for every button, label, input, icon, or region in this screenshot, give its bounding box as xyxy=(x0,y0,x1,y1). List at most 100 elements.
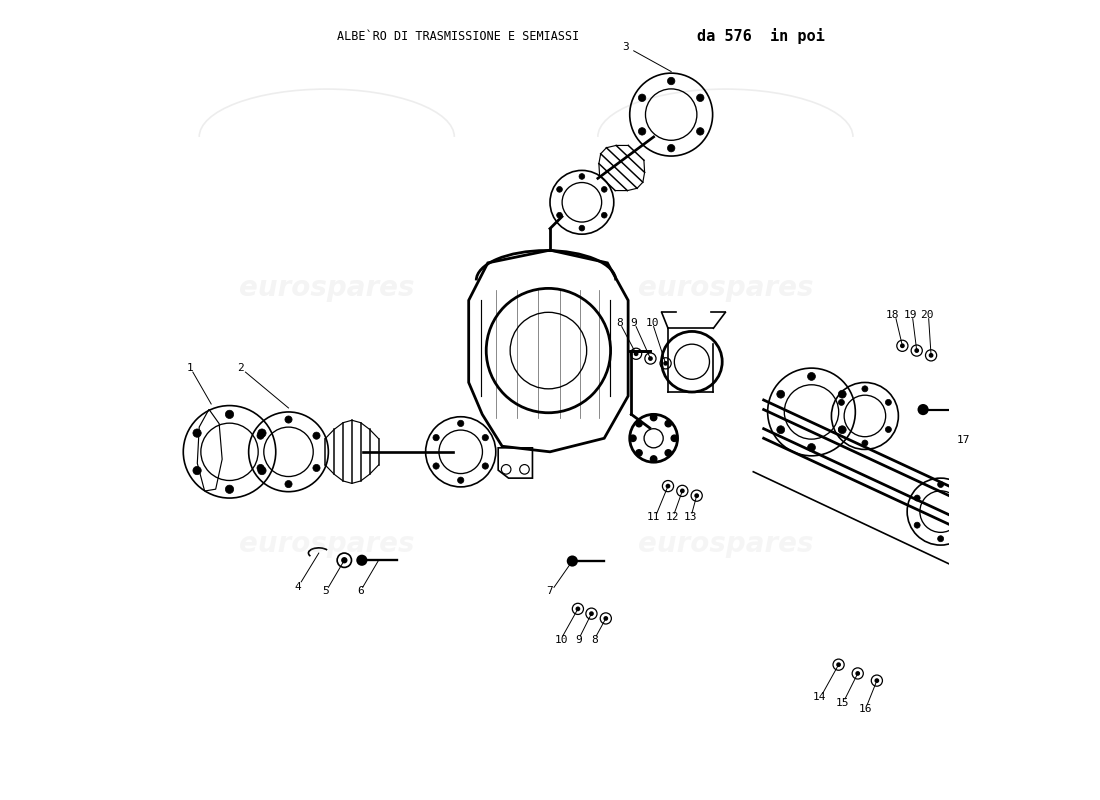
Circle shape xyxy=(914,495,921,501)
Text: 3: 3 xyxy=(623,42,629,52)
Circle shape xyxy=(312,464,320,471)
Circle shape xyxy=(668,145,675,152)
Circle shape xyxy=(696,94,704,102)
Circle shape xyxy=(257,432,264,439)
Circle shape xyxy=(257,464,264,471)
Circle shape xyxy=(192,466,201,474)
Circle shape xyxy=(666,450,671,456)
Circle shape xyxy=(807,373,815,380)
Circle shape xyxy=(937,536,944,542)
Text: 14: 14 xyxy=(813,692,826,702)
Circle shape xyxy=(636,421,642,426)
Circle shape xyxy=(961,495,967,501)
Circle shape xyxy=(257,466,266,474)
Circle shape xyxy=(590,611,594,616)
Circle shape xyxy=(856,671,860,676)
Circle shape xyxy=(680,489,684,494)
Circle shape xyxy=(874,678,879,683)
Circle shape xyxy=(226,485,233,494)
Circle shape xyxy=(433,463,439,469)
Circle shape xyxy=(341,557,348,563)
Circle shape xyxy=(482,463,488,469)
Circle shape xyxy=(312,432,320,439)
Circle shape xyxy=(838,426,846,434)
Circle shape xyxy=(777,426,784,434)
Circle shape xyxy=(285,481,293,488)
Text: 12: 12 xyxy=(666,512,679,522)
Text: 7: 7 xyxy=(547,586,553,596)
Circle shape xyxy=(862,440,868,446)
Circle shape xyxy=(602,186,607,192)
Circle shape xyxy=(807,443,815,451)
Circle shape xyxy=(648,356,652,361)
Circle shape xyxy=(838,426,845,433)
Circle shape xyxy=(886,426,891,433)
Text: ALBÈRO DI TRASMISSIONE E SEMIASSI: ALBÈRO DI TRASMISSIONE E SEMIASSI xyxy=(338,30,580,43)
Circle shape xyxy=(777,390,784,398)
Text: 10: 10 xyxy=(554,635,568,645)
Text: 2: 2 xyxy=(238,363,244,373)
Text: 16: 16 xyxy=(859,703,872,714)
Text: 6: 6 xyxy=(356,586,364,596)
Circle shape xyxy=(666,421,671,426)
Circle shape xyxy=(566,555,578,566)
Circle shape xyxy=(650,414,657,421)
Circle shape xyxy=(650,456,657,462)
Circle shape xyxy=(917,404,928,415)
Text: 19: 19 xyxy=(903,310,917,320)
Circle shape xyxy=(629,435,636,442)
Circle shape xyxy=(557,186,562,192)
Text: 10: 10 xyxy=(646,318,659,328)
Circle shape xyxy=(638,94,646,102)
Text: 13: 13 xyxy=(683,512,697,522)
Text: 8: 8 xyxy=(616,318,623,328)
Circle shape xyxy=(458,420,464,426)
Circle shape xyxy=(914,522,921,528)
Circle shape xyxy=(579,226,585,231)
Circle shape xyxy=(257,429,266,438)
Text: 17: 17 xyxy=(956,435,970,445)
Circle shape xyxy=(671,435,678,442)
Circle shape xyxy=(604,616,608,621)
Text: eurospares: eurospares xyxy=(239,530,415,558)
Circle shape xyxy=(862,386,868,392)
Circle shape xyxy=(638,128,646,135)
Circle shape xyxy=(663,361,668,366)
Circle shape xyxy=(226,410,233,418)
Circle shape xyxy=(836,662,842,667)
Circle shape xyxy=(636,450,642,456)
Circle shape xyxy=(192,429,201,438)
Circle shape xyxy=(668,78,675,85)
Text: 1: 1 xyxy=(186,363,192,373)
Circle shape xyxy=(602,212,607,218)
Circle shape xyxy=(575,606,581,611)
Circle shape xyxy=(666,484,670,489)
Text: 18: 18 xyxy=(887,310,900,320)
Text: 8: 8 xyxy=(592,635,598,645)
Circle shape xyxy=(579,174,585,179)
Text: eurospares: eurospares xyxy=(638,274,813,302)
Text: 9: 9 xyxy=(630,318,637,328)
Text: 20: 20 xyxy=(921,310,934,320)
Text: 15: 15 xyxy=(836,698,849,708)
Circle shape xyxy=(914,348,920,353)
Circle shape xyxy=(634,351,638,356)
Circle shape xyxy=(458,477,464,483)
Circle shape xyxy=(356,554,367,566)
Circle shape xyxy=(433,434,439,441)
Circle shape xyxy=(838,390,846,398)
Circle shape xyxy=(900,343,905,348)
Text: eurospares: eurospares xyxy=(239,274,415,302)
Text: 11: 11 xyxy=(647,512,660,522)
Text: eurospares: eurospares xyxy=(638,530,813,558)
Text: 9: 9 xyxy=(575,635,582,645)
Circle shape xyxy=(961,522,967,528)
Circle shape xyxy=(886,399,891,406)
Text: 4: 4 xyxy=(295,582,301,591)
Circle shape xyxy=(928,353,934,358)
Text: 5: 5 xyxy=(322,586,329,596)
Circle shape xyxy=(696,128,704,135)
Circle shape xyxy=(285,416,293,423)
Circle shape xyxy=(937,482,944,487)
Circle shape xyxy=(557,212,562,218)
